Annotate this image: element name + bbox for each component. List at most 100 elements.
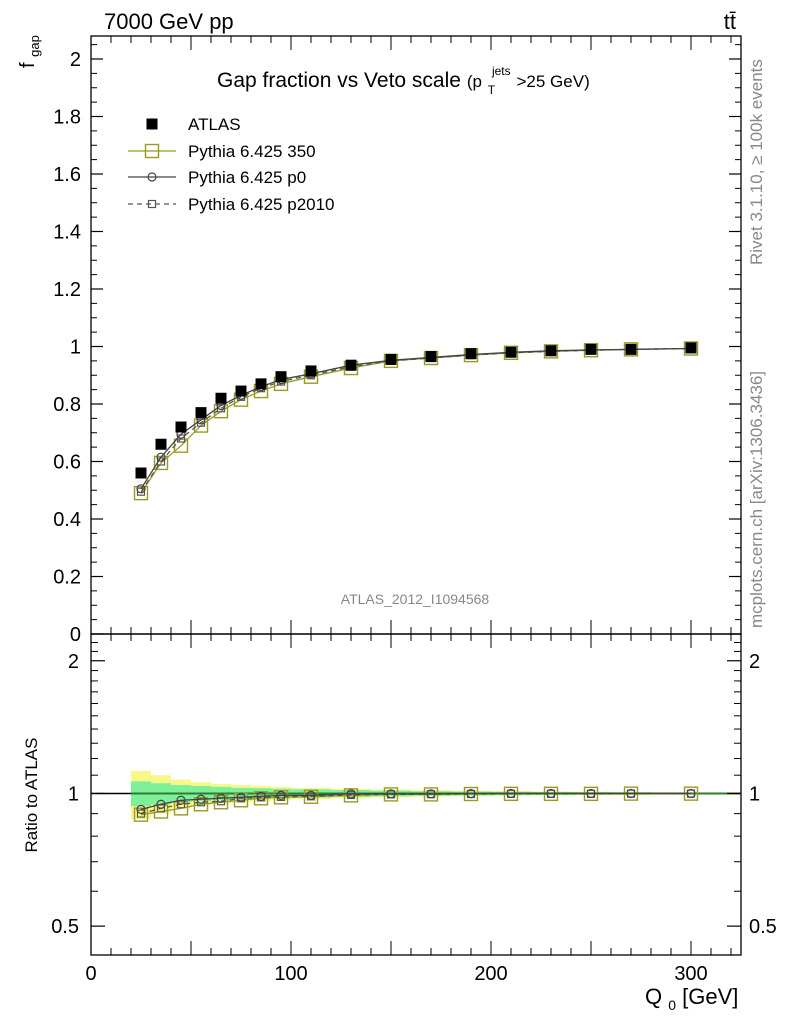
main-data-point	[135, 467, 147, 479]
main-data-point	[136, 484, 146, 494]
legend-marker	[147, 172, 157, 182]
ratio-data-point	[133, 807, 149, 822]
ratio-data-point	[546, 788, 556, 799]
main-y-tick-label: 1.2	[53, 279, 81, 301]
x-axis-label-sub: 0	[668, 997, 676, 1013]
main-data-point	[275, 371, 287, 383]
ratio-data-point	[196, 794, 206, 804]
ratio-data-point	[156, 799, 166, 809]
main-data-point	[585, 343, 597, 355]
analysis-watermark: ATLAS_2012_I1094568	[341, 591, 490, 607]
main-data-point	[215, 392, 227, 404]
x-tick-label: 0	[85, 963, 96, 985]
main-y-tick-label: 2	[70, 49, 81, 71]
legend-label-p0: Pythia 6.425 p0	[188, 168, 306, 187]
legend-marker	[144, 143, 160, 159]
legend: ATLAS Pythia 6.425 350 Pythia 6.425 p0 P…	[128, 115, 335, 214]
ratio-data-point	[586, 788, 596, 799]
chart-title-main: Gap fraction vs Veto scale	[217, 69, 461, 92]
ratio-data-point	[626, 788, 636, 799]
ratio-y-tick-label: 0.5	[51, 916, 79, 938]
main-panel: 0 0.2 0.4 0.6 0.8 1 1.2 1.4 1.6 1.8 2	[53, 35, 742, 646]
ratio-data-point	[306, 790, 316, 800]
ratio-y-tick-label: 2	[68, 651, 79, 673]
chart-title: Gap fraction vs Veto scale (p T jets >25…	[217, 57, 590, 99]
main-data-point	[255, 378, 267, 390]
main-data-point	[175, 421, 187, 433]
chart-title-open: (p	[467, 72, 482, 91]
legend-label-p350: Pythia 6.425 350	[188, 142, 316, 161]
ratio-data-point	[346, 789, 356, 799]
chart-title-rest: >25 GeV)	[517, 72, 590, 91]
main-y-tick-label: 0.2	[53, 567, 81, 589]
ratio-panel: 0 100 200 300 0.5 0.5 1 1 2 2	[51, 633, 777, 985]
ratio-data-point	[426, 789, 436, 799]
legend-marker	[147, 199, 157, 209]
main-data-point	[385, 353, 397, 365]
main-y-tick-label: 0.6	[53, 452, 81, 474]
ratio-frame	[90, 633, 742, 956]
x-axis-label: Q 0 [GeV]	[645, 984, 738, 1015]
main-data-point	[305, 365, 317, 377]
ratio-data-point	[256, 791, 266, 801]
legend-marker	[146, 118, 158, 130]
main-y-tick-label: 0.4	[53, 509, 81, 531]
ratio-data-point	[136, 804, 146, 815]
ratio-data-point	[236, 792, 246, 802]
main-data-point	[545, 345, 557, 357]
mcplots-label: mcplots.cern.ch [arXiv:1306.3436]	[747, 371, 766, 628]
ratio-data-point	[213, 795, 229, 810]
ratio-data-point	[176, 795, 186, 805]
main-data-point	[155, 438, 167, 450]
ratio-y-tick-label: 1	[68, 783, 79, 805]
main-data-point	[685, 342, 697, 354]
main-series-line	[140, 347, 692, 494]
ratio-data-point	[466, 789, 476, 799]
rivet-label: Rivet 3.1.10, ≥ 100k events	[747, 59, 766, 265]
x-axis-label-unit: [GeV]	[682, 984, 738, 1009]
x-axis-label-q: Q	[645, 984, 662, 1009]
ratio-data-point	[386, 789, 396, 799]
process-label: tt̄	[724, 9, 736, 34]
ratio-y-tick-label-right: 1	[749, 783, 760, 805]
legend-label-p2010: Pythia 6.425 p2010	[188, 195, 335, 214]
ratio-data-point	[506, 788, 516, 799]
x-tick-label: 100	[274, 963, 307, 985]
main-y-tick-label: 1.6	[53, 164, 81, 186]
x-tick-label: 200	[474, 963, 507, 985]
chart-title-sub: T	[488, 83, 496, 97]
ratio-data-point	[173, 801, 189, 816]
ratio-data-point	[276, 790, 286, 800]
ratio-y-tick-label-right: 2	[749, 651, 760, 673]
main-y-tick-label: 1.4	[53, 222, 81, 244]
main-series-line	[140, 347, 692, 490]
ratio-y-tick-label-right: 0.5	[749, 916, 777, 938]
main-data-point	[133, 485, 149, 501]
ratio-data-point	[193, 797, 209, 812]
ratio-ylabel: Ratio to ATLAS	[22, 738, 41, 853]
main-data-point	[235, 385, 247, 397]
main-data-point	[505, 346, 517, 358]
main-y-tick-label: 0.8	[53, 394, 81, 416]
main-data-point	[195, 407, 207, 419]
main-y-tick-label: 1.8	[53, 107, 81, 129]
main-series-line	[140, 347, 692, 493]
legend-label-atlas: ATLAS	[188, 115, 241, 134]
main-data-point	[156, 452, 166, 462]
main-ylabel-sub: gap	[27, 35, 42, 57]
main-y-tick-label: 1	[70, 337, 81, 359]
ratio-data-point	[136, 809, 146, 818]
main-ylabel-f: f	[17, 62, 39, 68]
main-data-point	[465, 348, 477, 360]
main-data-point	[625, 343, 637, 355]
x-tick-label: 300	[674, 963, 707, 985]
ratio-data-point	[216, 793, 226, 803]
energy-label: 7000 GeV pp	[104, 9, 234, 34]
main-data-point	[425, 351, 437, 363]
main-data-point	[345, 359, 357, 371]
chart-title-sup: jets	[491, 64, 511, 78]
main-y-tick-label: 0	[70, 624, 81, 646]
ratio-series-line	[140, 792, 691, 811]
